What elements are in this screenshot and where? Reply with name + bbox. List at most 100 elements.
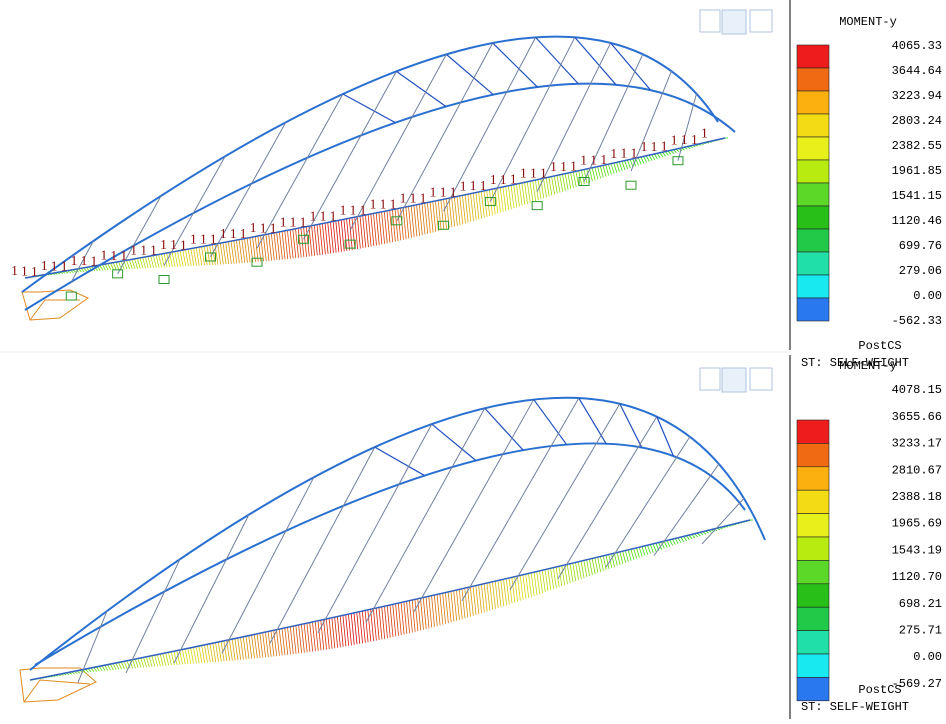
legend-swatch	[797, 537, 829, 560]
support-label: 1	[270, 221, 277, 236]
support-label: 1	[510, 173, 517, 188]
support-label: 1	[410, 192, 417, 207]
support-label: 1	[540, 166, 547, 181]
support-label: 1	[600, 153, 607, 168]
support-label: 1	[560, 160, 567, 175]
support-label: 1	[350, 204, 357, 219]
support-label: 1	[661, 140, 668, 155]
support-label: 1	[671, 133, 678, 148]
support-label: 1	[110, 249, 117, 264]
support-label: 1	[11, 264, 18, 279]
support-label: 1	[220, 227, 227, 242]
legend-label: 2810.67	[892, 463, 942, 477]
support-label: 1	[691, 133, 698, 148]
support-label: 1	[590, 153, 597, 168]
support-label: 1	[470, 179, 477, 194]
support-label: 1	[440, 185, 447, 200]
support-label: 1	[570, 160, 577, 175]
support-label: 1	[240, 227, 247, 242]
support-label: 1	[290, 215, 297, 230]
legend-swatch	[797, 467, 829, 490]
legend-label: 0.00	[913, 289, 942, 303]
legend-title: MOMENT-y	[839, 359, 897, 373]
legend-swatch	[797, 560, 829, 583]
support-label: 1	[300, 216, 307, 231]
support-label: 1	[41, 259, 48, 274]
load-case: ST: SELF-WEIGHT	[801, 700, 909, 714]
support-label: 1	[320, 210, 327, 225]
legend-swatch	[797, 490, 829, 513]
legend-swatch	[797, 677, 829, 700]
legend-label: 1965.69	[892, 517, 942, 531]
support-label: 1	[340, 204, 347, 219]
legend-swatch	[797, 252, 829, 275]
support-label: 1	[651, 140, 658, 155]
support-label: 1	[21, 265, 28, 280]
support-label: 1	[190, 232, 197, 247]
support-label: 1	[380, 198, 387, 213]
support-label: 1	[51, 259, 58, 274]
legend-swatch	[797, 420, 829, 443]
legend-label: 279.06	[899, 264, 942, 278]
legend-swatch	[797, 654, 829, 677]
support-label: 1	[580, 154, 587, 169]
support-label: 1	[170, 238, 177, 253]
legend-label: 699.76	[899, 239, 942, 253]
legend-swatch	[797, 584, 829, 607]
support-label: 1	[200, 233, 207, 248]
legend-label: 3644.64	[892, 64, 942, 78]
support-label: 1	[620, 147, 627, 162]
legend-label: 275.71	[899, 623, 942, 637]
legend-label: 698.21	[899, 597, 942, 611]
legend-swatch	[797, 114, 829, 137]
support-label: 1	[370, 198, 377, 213]
support-label: 1	[701, 127, 708, 142]
support-label: 1	[80, 254, 87, 269]
support-label: 1	[390, 198, 397, 213]
support-label: 1	[280, 215, 287, 230]
legend-label: 1120.46	[892, 214, 942, 228]
support-label: 1	[490, 173, 497, 188]
support-label: 1	[100, 249, 107, 264]
support-label: 1	[500, 173, 507, 188]
legend-label: 3655.66	[892, 410, 942, 424]
legend-label: 4078.15	[892, 383, 942, 397]
legend-title: MOMENT-y	[839, 15, 897, 29]
support-label: 1	[210, 233, 217, 248]
legend-label: 2803.24	[892, 114, 942, 128]
support-label: 1	[400, 192, 407, 207]
legend-label: 2388.18	[892, 490, 942, 504]
legend-swatch	[797, 45, 829, 68]
legend-swatch	[797, 443, 829, 466]
legend-swatch	[797, 275, 829, 298]
support-label: 1	[520, 167, 527, 182]
support-label: 1	[120, 249, 127, 264]
support-label: 1	[430, 185, 437, 200]
legend-label: -562.33	[892, 314, 942, 328]
legend-swatch	[797, 607, 829, 630]
legend-label: 4065.33	[892, 39, 942, 53]
support-label: 1	[61, 260, 68, 275]
support-label: 1	[681, 133, 688, 148]
legend-swatch	[797, 68, 829, 91]
legend-label: 1961.85	[892, 164, 942, 178]
support-label: 1	[31, 265, 38, 280]
legend-swatch	[797, 298, 829, 321]
support-label: 1	[130, 243, 137, 258]
legend-swatch	[797, 514, 829, 537]
legend-swatch	[797, 137, 829, 160]
support-label: 1	[480, 179, 487, 194]
support-label: 1	[450, 185, 457, 200]
legend-label: 3233.17	[892, 437, 942, 451]
support-label: 1	[150, 244, 157, 259]
support-label: 1	[550, 160, 557, 175]
legend-label: 0.00	[913, 650, 942, 664]
legend-label: -569.27	[892, 677, 942, 691]
screen: MOMENT-y PostCS ST: SELF-WEIGHT MOMENT-y…	[0, 0, 946, 719]
support-label: 1	[180, 238, 187, 253]
support-label: 1	[90, 254, 97, 269]
legend-swatch	[797, 206, 829, 229]
legend-swatch	[797, 91, 829, 114]
support-label: 1	[460, 179, 467, 194]
support-label: 1	[160, 238, 167, 253]
